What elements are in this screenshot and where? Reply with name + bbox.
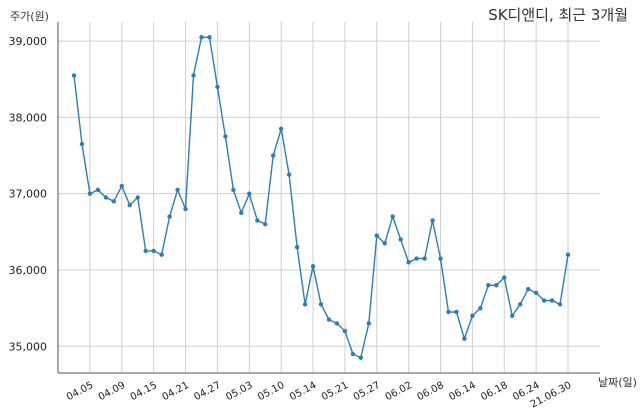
data-point bbox=[350, 351, 356, 357]
data-point bbox=[135, 195, 140, 200]
x-tick-label: 05.14 bbox=[288, 380, 318, 403]
data-point bbox=[565, 252, 571, 257]
data-point bbox=[438, 256, 443, 261]
data-point bbox=[470, 313, 475, 318]
data-point bbox=[95, 187, 101, 193]
data-point bbox=[533, 290, 539, 296]
data-point bbox=[87, 191, 93, 196]
data-point bbox=[502, 275, 507, 280]
x-tick-label: 05.27 bbox=[352, 380, 382, 403]
data-point bbox=[255, 218, 260, 223]
axes bbox=[57, 22, 600, 374]
y-tick-label: 36,000 bbox=[9, 264, 48, 277]
data-point bbox=[199, 35, 204, 40]
data-point bbox=[366, 321, 372, 326]
data-point bbox=[223, 134, 228, 139]
data-point bbox=[510, 313, 515, 318]
data-point bbox=[294, 244, 300, 250]
data-point bbox=[103, 195, 109, 200]
data-point bbox=[127, 202, 132, 208]
data-point bbox=[310, 263, 316, 269]
data-point bbox=[541, 298, 547, 303]
y-tick-labels: 35,000 36,000 37,000 38,000 39,000 bbox=[9, 35, 48, 353]
x-tick-label: 06.08 bbox=[415, 380, 445, 403]
data-point bbox=[286, 172, 292, 177]
y-tick-label: 37,000 bbox=[9, 188, 48, 201]
data-point bbox=[119, 183, 125, 189]
data-point bbox=[175, 187, 180, 193]
x-axis-label: 날짜(일) bbox=[598, 376, 637, 389]
data-point bbox=[525, 286, 531, 292]
data-point bbox=[318, 302, 324, 307]
data-point bbox=[191, 73, 196, 78]
data-point bbox=[422, 256, 427, 261]
x-tick-label: 04.27 bbox=[192, 380, 222, 403]
data-point bbox=[494, 283, 499, 288]
data-point bbox=[167, 214, 172, 219]
data-point bbox=[79, 141, 85, 147]
data-point bbox=[517, 302, 523, 307]
x-tick-label: 06.14 bbox=[447, 380, 477, 403]
data-point bbox=[326, 317, 332, 322]
data-point bbox=[239, 210, 244, 215]
data-point bbox=[159, 252, 164, 257]
data-point bbox=[215, 84, 220, 90]
data-point bbox=[302, 302, 308, 307]
data-point bbox=[263, 222, 268, 227]
y-tick-label: 39,000 bbox=[9, 35, 48, 48]
x-tick-label: 05.10 bbox=[256, 380, 286, 403]
data-point bbox=[430, 218, 435, 223]
data-point bbox=[143, 248, 148, 254]
data-point bbox=[454, 309, 459, 315]
data-point bbox=[462, 336, 467, 341]
data-point bbox=[406, 260, 411, 265]
data-point bbox=[231, 187, 236, 193]
data-point bbox=[358, 355, 364, 360]
x-tick-label: 04.09 bbox=[97, 380, 127, 403]
chart-title: SK디앤디, 최근 3개월 bbox=[488, 6, 628, 24]
data-point bbox=[557, 302, 563, 307]
y-tick-label: 35,000 bbox=[9, 340, 48, 353]
data-points bbox=[71, 35, 571, 360]
x-tick-labels: 04.05 04.09 04.15 04.21 04.27 05.03 05.10 05.14… bbox=[65, 380, 574, 411]
x-tick-label: 04.05 bbox=[65, 380, 95, 403]
data-point bbox=[207, 35, 212, 40]
data-point bbox=[278, 126, 284, 132]
x-tick-label: 05.03 bbox=[224, 380, 254, 403]
data-point bbox=[247, 191, 252, 196]
x-tick-label: 05.21 bbox=[320, 380, 350, 403]
data-point bbox=[71, 73, 77, 78]
data-point bbox=[334, 321, 340, 326]
data-point bbox=[390, 214, 395, 219]
data-point bbox=[549, 298, 555, 303]
data-point bbox=[446, 309, 451, 315]
data-point bbox=[270, 153, 276, 158]
x-tick-label: 04.21 bbox=[161, 380, 191, 403]
data-point bbox=[183, 206, 188, 212]
data-point bbox=[478, 305, 483, 311]
data-point bbox=[111, 199, 117, 204]
data-point bbox=[414, 256, 419, 261]
price-line bbox=[73, 36, 569, 359]
x-tick-label: 06.02 bbox=[384, 380, 414, 403]
data-point bbox=[374, 233, 379, 238]
grid-lines bbox=[58, 22, 600, 373]
y-tick-label: 38,000 bbox=[9, 111, 48, 124]
y-axis-label: 주가(원) bbox=[10, 10, 49, 23]
x-tick-label: 06.18 bbox=[479, 380, 509, 403]
data-point bbox=[382, 241, 387, 246]
x-tick-label: 04.15 bbox=[129, 380, 159, 403]
data-point bbox=[151, 248, 156, 254]
data-point bbox=[398, 237, 403, 242]
data-point bbox=[342, 328, 348, 334]
data-point bbox=[486, 283, 491, 288]
